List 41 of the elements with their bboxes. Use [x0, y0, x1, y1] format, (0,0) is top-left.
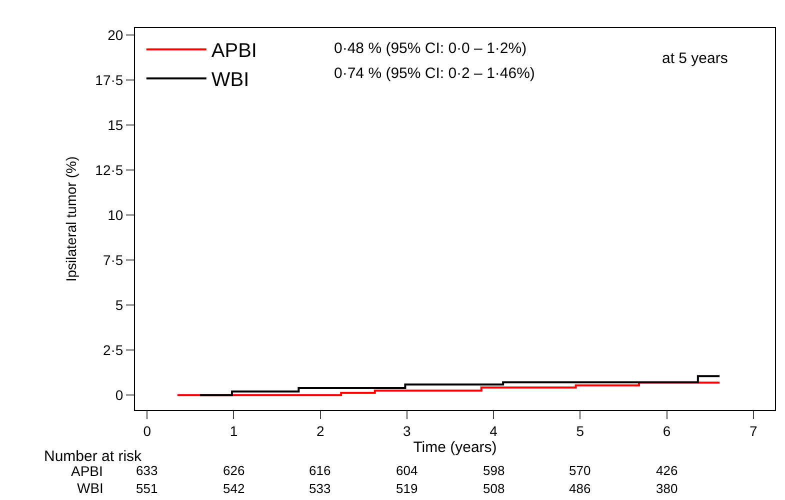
legend-label: APBI	[211, 40, 257, 62]
text: 570	[569, 463, 591, 478]
x-axis-title: Time (years)	[413, 438, 497, 456]
y-tick-label: 2·5	[102, 342, 124, 358]
text: Number at risk	[44, 448, 142, 465]
text: 616	[309, 463, 331, 478]
annotation: 0·74 % (95% CI: 0·2 – 1·46%)	[334, 65, 535, 82]
y-tick-label: 12·5	[95, 162, 124, 178]
text: 604	[396, 463, 418, 478]
annotation: at 5 years	[662, 50, 728, 67]
text: 633	[136, 463, 158, 478]
text: 626	[223, 463, 245, 478]
x-tick-label: 0	[143, 422, 152, 439]
y-tick-label: 15	[108, 117, 124, 134]
y-tick-label: 10	[108, 207, 124, 224]
text: 508	[483, 481, 505, 496]
y-axis-title: Ipsilateral tumor (%)	[62, 156, 79, 282]
text: APBI	[71, 463, 103, 479]
x-tick-label: 3	[403, 422, 412, 439]
y-tick-label: 5	[115, 297, 124, 313]
text: WBI	[77, 480, 104, 496]
y-tick-label: 7·5	[102, 252, 124, 268]
x-tick-label: 2	[316, 422, 324, 439]
text: 598	[483, 463, 505, 478]
y-tick-label: 0	[115, 386, 124, 403]
text: 426	[656, 463, 678, 478]
x-tick-label: 1	[230, 422, 238, 439]
x-tick-label: 7	[749, 422, 758, 439]
legend-label: WBI	[211, 69, 250, 92]
text: 542	[223, 481, 245, 496]
text: 519	[396, 481, 418, 496]
text: 551	[136, 481, 158, 496]
y-tick-label: 17·5	[95, 72, 124, 88]
annotation: 0·48 % (95% CI: 0·0 – 1·2%)	[334, 40, 527, 57]
text: 533	[309, 481, 331, 496]
text: 486	[569, 481, 591, 496]
x-tick-label: 4	[490, 422, 498, 439]
x-tick-label: 6	[662, 422, 671, 439]
text: 380	[656, 481, 678, 496]
y-tick-label: 20	[108, 27, 124, 44]
x-tick-label: 5	[576, 422, 584, 439]
